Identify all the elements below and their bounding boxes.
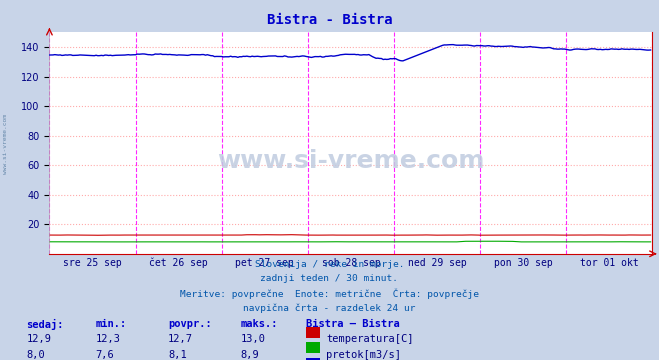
Text: min.:: min.: (96, 319, 127, 329)
Text: Bistra - Bistra: Bistra - Bistra (267, 13, 392, 27)
Text: 12,7: 12,7 (168, 334, 193, 344)
Text: Bistra – Bistra: Bistra – Bistra (306, 319, 400, 329)
Text: navpična črta - razdelek 24 ur: navpična črta - razdelek 24 ur (243, 303, 416, 312)
Text: sedaj:: sedaj: (26, 319, 64, 330)
Text: www.si-vreme.com: www.si-vreme.com (217, 149, 484, 173)
Text: zadnji teden / 30 minut.: zadnji teden / 30 minut. (260, 274, 399, 283)
Text: 12,9: 12,9 (26, 334, 51, 344)
Text: 12,3: 12,3 (96, 334, 121, 344)
Text: 8,0: 8,0 (26, 350, 45, 360)
Text: 7,6: 7,6 (96, 350, 114, 360)
Text: 13,0: 13,0 (241, 334, 266, 344)
Text: Meritve: povprečne  Enote: metrične  Črta: povprečje: Meritve: povprečne Enote: metrične Črta:… (180, 289, 479, 299)
Text: povpr.:: povpr.: (168, 319, 212, 329)
Text: pretok[m3/s]: pretok[m3/s] (326, 350, 401, 360)
Text: www.si-vreme.com: www.si-vreme.com (3, 114, 8, 174)
Text: maks.:: maks.: (241, 319, 278, 329)
Text: Slovenija / reke in morje.: Slovenija / reke in morje. (255, 260, 404, 269)
Text: 8,1: 8,1 (168, 350, 186, 360)
Text: 8,9: 8,9 (241, 350, 259, 360)
Text: temperatura[C]: temperatura[C] (326, 334, 414, 344)
